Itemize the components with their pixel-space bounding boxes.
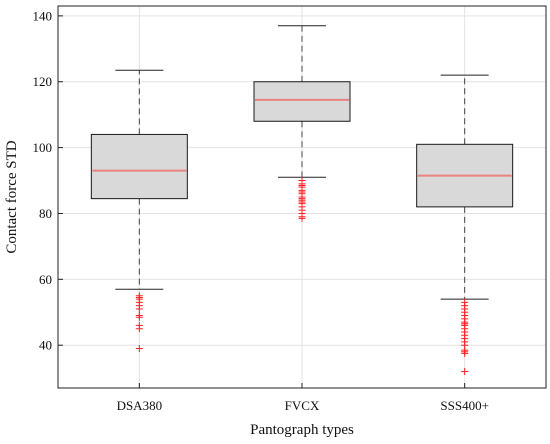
outlier-point (135, 325, 143, 333)
outlier-point (135, 344, 143, 352)
y-tick-label: 40 (39, 338, 52, 353)
x-axis-ticks: DSA380 FVCX SSS400+ (117, 383, 489, 413)
box-group (90, 25, 514, 376)
y-tick-label: 80 (39, 206, 52, 221)
y-tick-label: 60 (39, 272, 52, 287)
x-axis-label: Pantograph types (250, 422, 354, 438)
outlier-point (135, 313, 143, 321)
y-axis-ticks: 40 60 80 100 120 140 (33, 8, 63, 353)
iqr-box (253, 81, 351, 122)
y-tick-label: 140 (33, 8, 53, 23)
box-dsa380 (90, 69, 188, 352)
iqr-box (90, 133, 188, 200)
outlier-point (298, 214, 306, 222)
box-sss400- (416, 74, 514, 376)
box-fvcx (253, 25, 351, 222)
outlier-point (461, 368, 469, 376)
outlier-point (135, 305, 143, 313)
outlier-point (461, 349, 469, 357)
y-tick-label: 120 (33, 74, 53, 89)
x-tick-label: DSA380 (117, 398, 163, 413)
x-tick-label: SSS400+ (440, 398, 489, 413)
y-axis-label: Contact force STD (4, 140, 20, 253)
y-tick-label: 100 (33, 140, 53, 155)
x-tick-label: FVCX (285, 398, 320, 413)
